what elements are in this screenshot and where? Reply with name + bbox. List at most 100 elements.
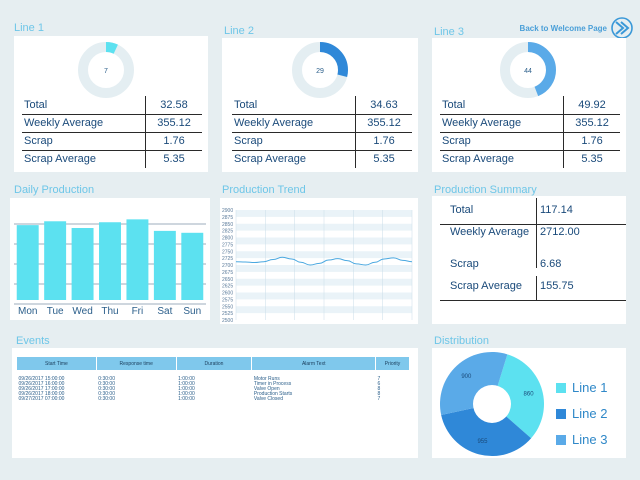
cell: 1:00:00 (178, 390, 195, 397)
bar[interactable] (181, 232, 204, 300)
column-header[interactable]: Alarm Text (251, 356, 377, 371)
table-row[interactable]: 09/26/2017 15:00:00 0:30:00 1:00:00 Motor R… (17, 375, 410, 382)
distribution-card: 860 955 900 Line 1 Line 2 Line 3 (432, 348, 626, 458)
line-3-gauge-value: 44 (524, 68, 532, 75)
bar[interactable] (153, 230, 176, 300)
bar[interactable] (44, 221, 67, 300)
stat-value: 5.35 (145, 150, 202, 168)
stat-label: Weekly Average (22, 114, 146, 133)
stat-value: 34.63 (355, 96, 412, 115)
line-2-card: 29 Total 34.63 Weekly Average 355.12 Scrap… (222, 38, 418, 172)
legend-line-2[interactable]: Line 2 (556, 406, 607, 421)
summary-scrap-average-value: 155.75 (540, 280, 574, 292)
cell: 09/26/2017 15:00:00 (18, 375, 65, 382)
line-3-gauge: 44 (500, 42, 556, 98)
column-header[interactable]: Start Time (16, 356, 97, 371)
stat-value: 1.76 (145, 132, 202, 151)
bar[interactable] (126, 219, 149, 300)
table-row[interactable]: 09/26/2017 16:00:00 0:30:00 1:00:00 Timer i… (17, 380, 410, 387)
stat-label: Total (440, 96, 564, 115)
column-header[interactable]: Priority (375, 356, 410, 371)
x-tick-label: Tue (47, 306, 64, 317)
legend-label: Line 1 (572, 380, 608, 395)
legend-swatch (556, 408, 566, 419)
y-tick-label: 2825 (222, 229, 233, 235)
cell: 1:00:00 (178, 395, 195, 402)
pie-value-label: 860 (524, 392, 535, 398)
stat-label: Scrap Average (24, 153, 96, 166)
cell: Valve Open (253, 385, 280, 392)
stat-value: 49.92 (563, 96, 620, 115)
cell: 09/27/2017 07:00:00 (18, 395, 65, 402)
cell: 8 (377, 390, 381, 397)
cell: Timer in Process (253, 380, 292, 387)
bar[interactable] (99, 222, 121, 300)
summary-total-label: Total (450, 204, 474, 216)
line-3-stats: Total 49.92 Weekly Average 355.12 Scrap 1.7… (440, 96, 620, 168)
cell: 1:00:00 (178, 385, 195, 392)
table-row: Total 49.92 (440, 96, 620, 115)
production-trend-card: 2900 2875 2850 2825 2800 2775 2750 2725 2700 2675… (220, 198, 418, 324)
line-2-gauge-value: 29 (316, 68, 324, 75)
stat-value: 355.12 (145, 114, 202, 133)
summary-scrap-label: Scrap (450, 258, 479, 270)
column-header[interactable]: Duration (175, 356, 253, 371)
cell: 1:00:00 (178, 380, 195, 387)
legend-line-1[interactable]: Line 1 (556, 380, 607, 395)
table-row: Weekly Average 355.12 (22, 114, 202, 133)
y-tick-label: 2575 (222, 297, 233, 303)
stat-value: 32.58 (145, 96, 202, 115)
pie-slice[interactable] (492, 354, 544, 439)
cell: Motor Runs (253, 375, 280, 382)
stat-label: Weekly Average (232, 114, 356, 133)
stat-label: Total (232, 96, 356, 115)
x-tick-label: Sun (183, 306, 201, 317)
summary-weekly-value: 2712.00 (540, 226, 580, 238)
cell: 7 (377, 375, 381, 382)
trend-series-line (235, 256, 413, 266)
cell: 0:30:00 (98, 380, 115, 387)
cell: 0:30:00 (98, 395, 115, 402)
table-row[interactable]: 09/26/2017 17:00:00 0:30:00 1:00:00 Valve O… (17, 385, 410, 392)
events-card: Start Time Response time Duration Alarm … (12, 348, 418, 458)
line-1-gauge: 7 (78, 42, 134, 98)
double-chevron-right-icon[interactable] (610, 16, 634, 40)
stat-label: Weekly Average (440, 114, 564, 133)
pie-slice[interactable] (441, 404, 532, 456)
legend-swatch (556, 434, 566, 445)
column-header[interactable]: Response time (95, 356, 177, 371)
table-row[interactable]: 09/27/2017 07:00:00 0:30:00 1:00:00 Valve C… (17, 395, 410, 402)
events-header-row: Start Time Response time Duration Alarm … (16, 356, 410, 371)
cell: Production Starts (253, 390, 293, 397)
cell: 09/26/2017 18:00:00 (18, 390, 65, 397)
line-2-gauge-arc (292, 42, 348, 98)
line-3-title: Line 3 (434, 26, 464, 38)
y-tick-label: 2500 (222, 318, 233, 324)
pie-value-label: 900 (461, 374, 472, 380)
cell: 7 (377, 395, 381, 402)
summary-scrap-average-label: Scrap Average (450, 280, 522, 292)
y-tick-label: 2900 (222, 208, 233, 214)
y-tick-label: 2725 (222, 256, 233, 262)
line-1-gauge-value: 7 (104, 68, 108, 75)
table-row: Weekly Average 355.12 (440, 114, 620, 133)
y-tick-label: 2875 (222, 215, 233, 221)
stat-label: Total (22, 96, 146, 115)
bar[interactable] (71, 228, 94, 300)
bar[interactable] (16, 225, 39, 300)
table-row: Scrap Average 5.35 (232, 150, 412, 168)
summary-weekly-label: Weekly Average (450, 226, 530, 238)
cell: 1:00:00 (178, 375, 195, 382)
summary-scrap-value: 6.68 (540, 258, 562, 270)
legend-line-3[interactable]: Line 3 (556, 432, 607, 447)
y-tick-label: 2750 (222, 249, 233, 255)
y-tick-label: 2525 (222, 311, 233, 317)
stat-value: 1.76 (355, 132, 412, 151)
legend-label: Line 3 (572, 432, 608, 447)
table-row[interactable]: 09/26/2017 18:00:00 0:30:00 1:00:00 Product… (17, 390, 410, 397)
events-table: Start Time Response time Duration Alarm … (16, 356, 410, 402)
table-row: Weekly Average 355.12 (232, 114, 412, 133)
back-to-welcome-link[interactable]: Back to Welcome Page (519, 24, 607, 33)
line-2-title: Line 2 (224, 25, 254, 37)
daily-production-title: Daily Production (14, 184, 95, 196)
